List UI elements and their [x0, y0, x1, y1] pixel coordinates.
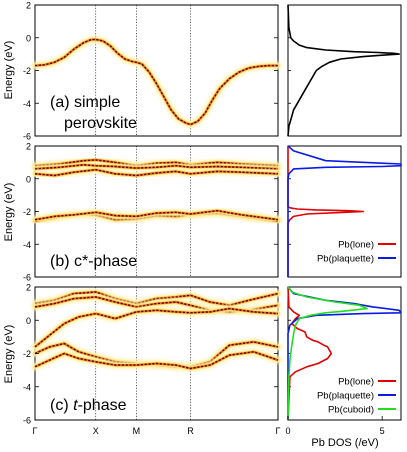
k-point-label: Γ [33, 426, 38, 436]
dos-legend-c: Pb(lone) Pb(plaquette) Pb(cuboid) [317, 377, 396, 416]
dos-c-curve-2 [287, 286, 368, 421]
band-panel-c: 2 0 -2 -4 -6 Energy (eV) (c) t-phase Γ X M R Γ [3, 283, 291, 436]
dos-curves-a [287, 4, 400, 137]
y-tick-label: 2 [26, 1, 31, 11]
band-a-0-core [34, 38, 278, 126]
y-tick-label: -6 [23, 273, 31, 283]
dos-b-curve-0 [287, 146, 365, 277]
y-ticks-c: 2 0 -2 -4 -6 [23, 283, 291, 426]
band-panel-b: 2 0 -2 -4 -6 Energy (eV) (b) c*-phase [3, 142, 291, 283]
panel-label-c-prefix: (c) [50, 397, 73, 414]
band-lines-c [31, 288, 282, 372]
y-tick-label: 2 [26, 283, 31, 293]
band-panel-a: 2 0 -2 -4 -6 Energy (eV) (a) simple perovski… [3, 1, 291, 142]
dos-x-tick-label: 0 [285, 426, 290, 436]
band-b-4-core [34, 210, 279, 221]
ylabel-b: Energy (eV) [3, 183, 15, 242]
y-tick-label: 0 [26, 316, 31, 326]
band-b-1-core [34, 164, 279, 170]
k-point-label: X [93, 426, 99, 436]
dos-legend-b: Pb(lone) Pb(plaquette) [317, 240, 396, 265]
legend-label: Pb(plaquette) [317, 391, 374, 402]
band-c-3-core [34, 341, 279, 368]
y-tick-label: 2 [26, 142, 31, 152]
y-tick-label: -4 [23, 382, 31, 392]
dos-a-curve-0 [287, 4, 400, 137]
dos-curves-c [287, 286, 402, 421]
k-point-label: Γ [276, 426, 281, 436]
y-ticks-b: 2 0 -2 -4 -6 [23, 142, 291, 283]
panel-label-b: (b) c*-phase [50, 253, 137, 270]
dos-panel-a [287, 4, 402, 137]
band-grid-a [95, 5, 191, 136]
legend-label: Pb(cuboid) [328, 405, 374, 416]
panel-label-a-line1: (a) simple [50, 94, 120, 111]
y-tick-label: -4 [23, 240, 31, 250]
ylabel-a: Energy (eV) [3, 41, 15, 100]
legend-label: Pb(lone) [338, 377, 374, 388]
y-tick-label: 0 [26, 174, 31, 184]
dos-c-curve-0 [287, 286, 333, 421]
k-point-label: M [133, 426, 141, 436]
dos-xlabel: Pb DOS (/eV) [311, 437, 378, 449]
band-lines-b [31, 156, 282, 225]
k-point-label: R [187, 426, 194, 436]
band-b-2-core [34, 169, 279, 177]
y-tick-label: -6 [23, 416, 31, 426]
panel-label-c: (c) t-phase [50, 397, 127, 414]
y-tick-label: -4 [23, 99, 31, 109]
dos-frame-a [287, 4, 402, 137]
dos-x-tick-label: 5 [380, 426, 385, 436]
y-tick-label: -6 [23, 132, 31, 142]
band-c-4-core [34, 351, 279, 370]
band-lines-a [31, 35, 282, 128]
band-c-2-core [34, 307, 279, 348]
y-tick-label: 0 [26, 33, 31, 43]
y-tick-label: -2 [23, 207, 31, 217]
legend-label: Pb(lone) [338, 240, 374, 251]
legend-label: Pb(plaquette) [317, 254, 374, 265]
y-tick-label: -2 [23, 349, 31, 359]
dos-curves-b [287, 145, 402, 277]
dos-b-curve-1 [287, 145, 402, 277]
dos-panel-b: Pb(lone) Pb(plaquette) [287, 145, 402, 278]
panel-label-c-italic: t [73, 397, 78, 414]
y-tick-label: -2 [23, 66, 31, 76]
panel-label-a-line2: perovskite [64, 115, 137, 132]
ylabel-c: Energy (eV) [3, 325, 15, 384]
panel-label-c-suffix: -phase [78, 397, 127, 414]
